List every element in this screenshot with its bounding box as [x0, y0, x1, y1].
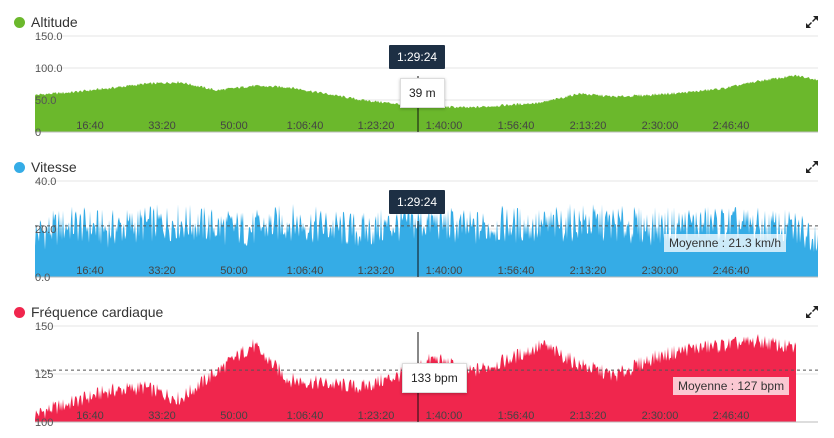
heart-title-row: Fréquence cardiaque: [14, 304, 163, 320]
heart-title: Fréquence cardiaque: [31, 304, 164, 320]
x-tick-label: 33:20: [148, 410, 176, 422]
y-tick-label: 100.0: [35, 63, 63, 75]
series-area: [35, 203, 818, 277]
y-tick-label: 40.0: [35, 176, 56, 188]
x-tick-label: 1:06:40: [287, 265, 324, 277]
speed-cursor-time: 1:29:24: [389, 190, 446, 214]
x-tick-label: 33:20: [148, 120, 176, 132]
speed-average-label: Moyenne : 21.3 km/h: [664, 234, 787, 252]
speed-chart[interactable]: 40.0 20.0 0.0 16:40 33:20 50:00 1:06:40 1:23:20…: [0, 176, 834, 284]
y-tick-label: 0.0: [35, 272, 50, 284]
x-tick-label: 1:40:00: [426, 410, 463, 422]
x-tick-label: 1:56:40: [498, 265, 535, 277]
x-tick-label: 33:20: [148, 265, 176, 277]
y-tick-label: 100: [35, 417, 53, 429]
expand-icon[interactable]: [804, 14, 820, 30]
y-tick-label: 50.0: [35, 95, 56, 107]
x-tick-label: 2:46:40: [713, 410, 750, 422]
x-tick-label: 1:23:20: [358, 120, 395, 132]
x-tick-label: 2:30:00: [642, 120, 679, 132]
x-tick-label: 1:40:00: [426, 265, 463, 277]
heart-legend-dot: [14, 306, 25, 318]
speed-panel: Vitesse 40.0 20.0 0.0 16:40 33:20 50:00 1:06:4…: [0, 145, 834, 284]
x-tick-label: 1:56:40: [498, 410, 535, 422]
altitude-cursor-time: 1:29:24: [389, 45, 446, 69]
x-tick-label: 1:56:40: [498, 120, 535, 132]
x-tick-label: 50:00: [220, 410, 248, 422]
x-tick-label: 2:13:20: [570, 265, 607, 277]
heart-value-tooltip: 133 bpm: [402, 363, 467, 393]
altitude-panel: Altitude 150.0 100.0 50.0 0 16:40 33:20 50:00 1…: [0, 0, 834, 140]
altitude-legend-dot: [14, 16, 25, 28]
speed-legend-dot: [14, 161, 25, 173]
speed-title-row: Vitesse: [14, 159, 77, 175]
y-tick-label: 150.0: [35, 31, 63, 43]
x-tick-label: 1:06:40: [287, 120, 324, 132]
series-area: [35, 74, 818, 132]
heart-panel: Fréquence cardiaque 150 125 100 16:40 33:20 5…: [0, 290, 834, 438]
x-tick-label: 1:23:20: [358, 265, 395, 277]
altitude-chart[interactable]: 150.0 100.0 50.0 0 16:40 33:20 50:00 1:06:40 1:2…: [0, 31, 834, 139]
x-tick-label: 16:40: [76, 265, 104, 277]
x-tick-label: 2:46:40: [713, 120, 750, 132]
x-tick-label: 1:06:40: [287, 410, 324, 422]
x-tick-label: 50:00: [220, 265, 248, 277]
altitude-title-row: Altitude: [14, 14, 78, 30]
expand-icon[interactable]: [804, 304, 820, 320]
x-tick-label: 1:23:20: [358, 410, 395, 422]
x-tick-label: 2:46:40: [713, 265, 750, 277]
y-tick-label: 150: [35, 321, 53, 333]
x-tick-label: 2:13:20: [570, 410, 607, 422]
x-tick-label: 2:13:20: [570, 120, 607, 132]
x-tick-label: 16:40: [76, 410, 104, 422]
speed-title: Vitesse: [31, 159, 77, 175]
x-tick-label: 1:40:00: [426, 120, 463, 132]
x-tick-label: 50:00: [220, 120, 248, 132]
heart-average-label: Moyenne : 127 bpm: [673, 377, 790, 395]
y-tick-label: 0: [35, 127, 41, 139]
x-tick-label: 2:30:00: [642, 265, 679, 277]
y-tick-label: 20.0: [35, 224, 56, 236]
expand-icon[interactable]: [804, 159, 820, 175]
y-tick-label: 125: [35, 369, 53, 381]
altitude-title: Altitude: [31, 14, 78, 30]
x-tick-label: 16:40: [76, 120, 104, 132]
altitude-value-tooltip: 39 m: [400, 78, 445, 108]
x-tick-label: 2:30:00: [642, 410, 679, 422]
